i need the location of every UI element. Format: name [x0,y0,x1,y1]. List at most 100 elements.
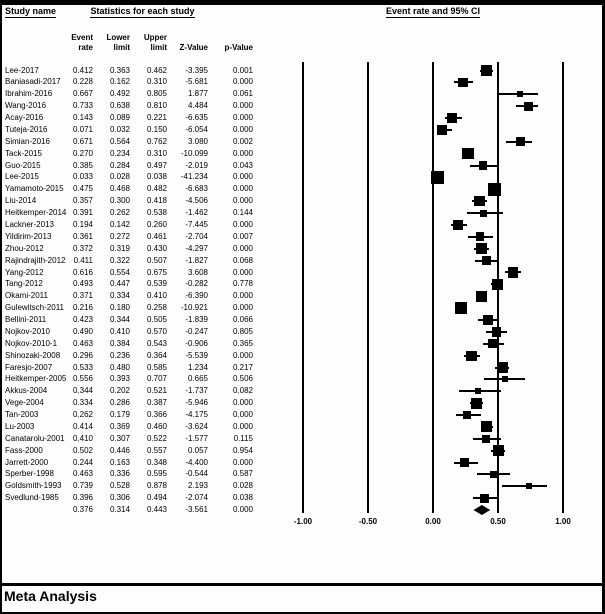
event-rate-cell: 0.493 [72,279,93,289]
axis-gridline [302,62,304,513]
column-header-event-rate: Event rate [58,33,93,52]
footer-title: Meta Analysis [4,588,97,604]
forest-marker [457,77,468,88]
p-value-cell: 0.001 [232,65,253,75]
lower-limit-cell: 0.163 [109,457,130,467]
p-value-cell: 0.000 [232,398,253,408]
lower-limit-cell: 0.528 [109,481,130,491]
lower-limit-cell: 0.319 [109,243,130,253]
forest-marker [462,410,472,420]
study-name-cell: Tan-2003 [5,410,39,420]
p-value-cell: 0.000 [232,350,253,360]
upper-limit-cell: 0.461 [146,231,167,241]
study-name-cell: Zhou-2012 [5,243,44,253]
study-name-cell: Goldsmith-1993 [5,481,62,491]
p-value-cell: 0.066 [232,315,253,325]
axis-tick-label: -1.00 [293,517,313,526]
p-value-cell: 0.000 [232,148,253,158]
upper-limit-cell: 0.221 [146,113,167,123]
table-row: Tack-2015 0.270 0.234 0.310 -10.099 0.000 [0,148,605,160]
table-row: Acay-2016 0.143 0.089 0.221 -6.635 0.000 [0,112,605,124]
z-value-cell: -2.019 [185,160,208,170]
event-rate-cell: 0.376 [72,505,93,515]
upper-limit-cell: 0.538 [146,208,167,218]
lower-limit-cell: 0.234 [109,148,130,158]
lower-limit-cell: 0.564 [109,136,130,146]
table-row: Shinozaki-2008 0.296 0.236 0.364 -5.539 0.000 [0,350,605,362]
table-row: Akkus-2004 0.344 0.202 0.521 -1.737 0.082 [0,385,605,397]
p-value-cell: 0.068 [232,255,253,265]
z-value-cell: -7.445 [185,220,208,229]
forest-marker [523,101,533,111]
z-value-cell: -4.506 [185,196,208,206]
table-row: Rajindrajith-2012 0.411 0.322 0.507 -1.827 0.… [0,255,605,267]
lower-limit-cell: 0.369 [109,421,130,431]
table-row: Yildirim-2013 0.361 0.272 0.461 -2.704 0.007 [0,231,605,243]
lower-limit-cell: 0.032 [109,124,130,134]
study-name-cell: Faresjo-2007 [5,362,53,372]
z-value-cell: -10.099 [180,148,208,158]
p-value-cell: 0.002 [232,136,253,146]
forest-marker [474,388,481,395]
z-value-cell: 1.234 [187,362,208,372]
forest-marker [480,209,488,217]
lower-limit-cell: 0.180 [109,303,130,313]
p-value-cell: 0.217 [232,362,253,372]
event-rate-cell: 0.385 [72,160,93,170]
column-header-z-value: Z-Value [179,43,208,52]
lower-limit-cell: 0.314 [109,505,130,515]
study-name-cell: Yang-2012 [5,267,44,277]
study-name-cell: Bellini-2011 [5,315,47,325]
event-rate-cell: 0.463 [72,338,93,348]
upper-limit-cell: 0.310 [146,148,167,158]
lower-limit-cell: 0.272 [109,231,130,241]
upper-limit-cell: 0.460 [146,421,167,431]
event-rate-cell: 0.412 [72,65,93,75]
table-row: Tang-2012 0.493 0.447 0.539 -0.282 0.778 [0,278,605,290]
p-value-cell: 0.000 [232,303,253,313]
upper-limit-cell: 0.522 [146,433,167,443]
event-rate-cell: 0.244 [72,457,93,467]
p-value-cell: 0.000 [232,124,253,134]
upper-limit-cell: 0.810 [146,101,167,111]
forest-marker [446,112,457,124]
lower-limit-cell: 0.284 [109,160,130,170]
column-header-upper-limit: Upper limit [132,33,167,52]
study-name-header: Study name [5,6,57,18]
event-rate-cell: 0.410 [72,433,93,443]
forest-marker [476,243,487,254]
study-name-cell: Nojkov-2010 [5,326,50,336]
upper-limit-cell: 0.310 [146,77,167,87]
upper-limit-cell: 0.543 [146,338,167,348]
upper-limit-cell: 0.430 [146,243,167,253]
forest-marker [475,232,485,242]
p-value-cell: 0.954 [232,445,253,455]
event-rate-cell: 0.671 [72,136,93,146]
z-value-cell: -2.704 [185,231,208,241]
study-name-cell: Fass-2000 [5,445,43,455]
plot-title-label: Event rate and 95% CI [385,6,481,18]
study-name-header-label: Study name [5,6,57,18]
p-value-cell: 0.000 [232,101,253,111]
upper-limit-cell: 0.494 [146,493,167,503]
event-rate-cell: 0.344 [72,386,93,396]
forest-marker [502,376,509,383]
study-name-cell: Baniasadi-2017 [5,77,61,87]
z-value-cell: 0.057 [187,445,208,455]
upper-limit-cell: 0.505 [146,315,167,325]
lower-limit-cell: 0.384 [109,338,130,348]
event-rate-cell: 0.411 [73,255,93,265]
study-name-cell: Simian-2016 [5,136,50,146]
forest-marker [478,161,488,170]
table-row: Heitkemper-2005 0.556 0.393 0.707 0.665 0.506 [0,373,605,385]
event-rate-cell: 0.463 [72,469,93,479]
study-name-cell: Heitkemper-2005 [5,374,67,384]
forest-marker [471,397,482,409]
forest-marker [475,290,487,302]
lower-header-line1: Lower [106,33,130,42]
event-rate-cell: 0.733 [72,101,93,111]
p-value-cell: 0.000 [232,113,253,123]
lower-limit-cell: 0.162 [109,77,130,87]
upper-limit-cell: 0.038 [146,172,167,182]
forest-marker [481,421,493,433]
